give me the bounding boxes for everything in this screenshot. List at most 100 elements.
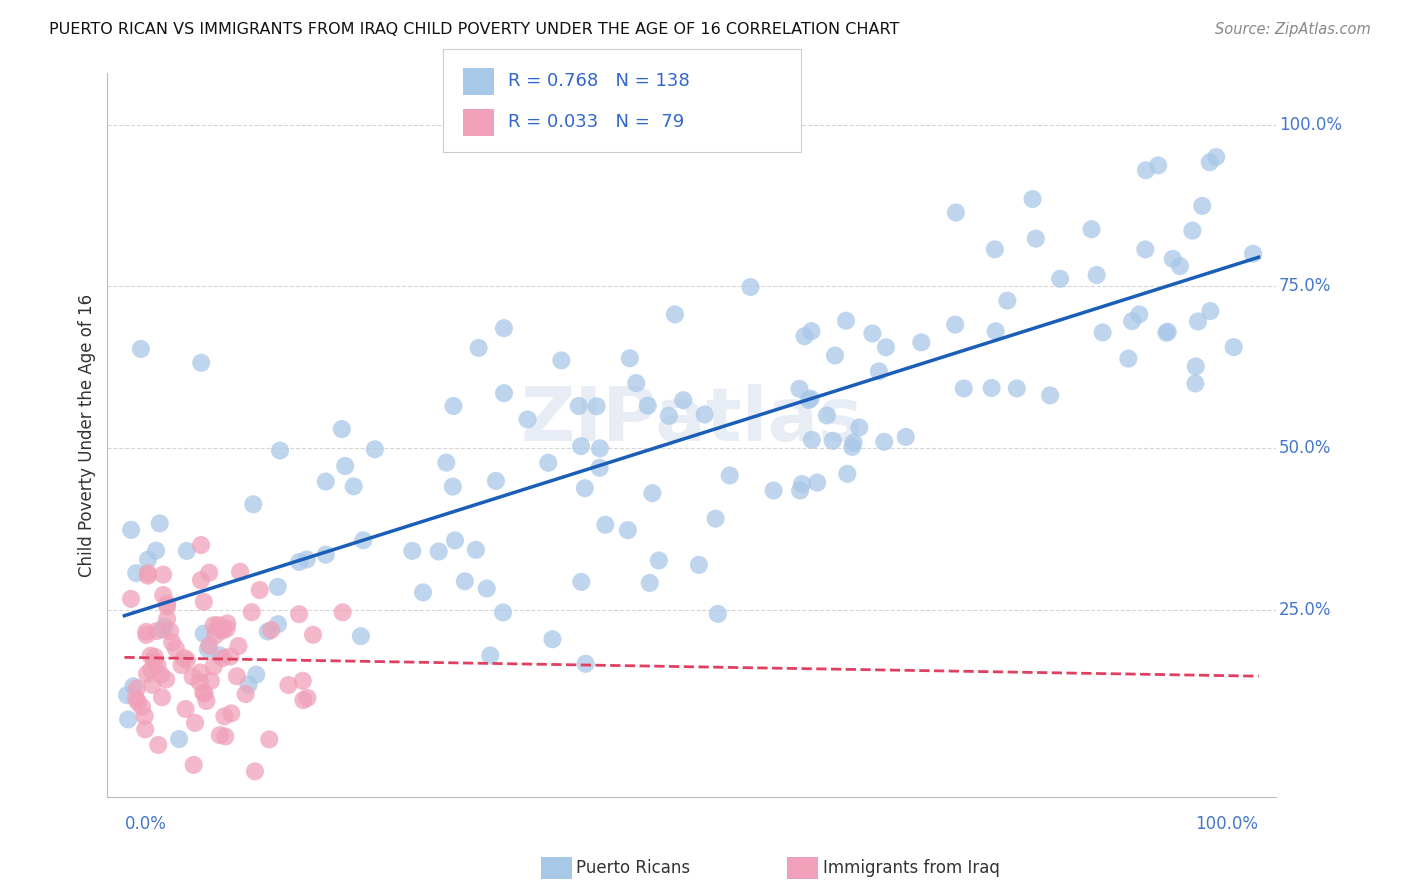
Point: [202, 659, 225, 673]
Point: [617, 523, 640, 537]
Point: [245, 667, 267, 681]
Point: [238, 678, 260, 692]
Point: [217, 616, 239, 631]
Point: [740, 280, 762, 294]
Point: [136, 568, 159, 582]
Text: 50.0%: 50.0%: [1279, 439, 1331, 457]
Text: Puerto Ricans: Puerto Ricans: [576, 859, 690, 877]
Point: [135, 628, 157, 642]
Text: 25.0%: 25.0%: [1279, 600, 1331, 619]
Point: [1198, 155, 1220, 169]
Point: [225, 669, 247, 683]
Point: [150, 668, 173, 682]
Point: [259, 732, 281, 747]
Point: [145, 543, 167, 558]
Point: [288, 555, 311, 569]
Point: [585, 399, 607, 413]
Point: [1222, 340, 1244, 354]
Point: [150, 623, 173, 637]
Point: [995, 293, 1018, 308]
Point: [541, 632, 564, 647]
Point: [131, 699, 153, 714]
Point: [1039, 388, 1062, 402]
Point: [1025, 232, 1047, 246]
Point: [1205, 150, 1227, 164]
Text: ZIPatlas: ZIPatlas: [520, 384, 863, 457]
Point: [873, 434, 896, 449]
Point: [984, 324, 1007, 338]
Point: [141, 678, 163, 692]
Point: [1080, 222, 1102, 236]
Point: [1184, 359, 1206, 374]
Point: [492, 321, 515, 335]
Point: [588, 460, 610, 475]
Point: [641, 486, 664, 500]
Point: [637, 399, 659, 413]
Point: [135, 624, 157, 639]
Point: [569, 439, 592, 453]
Point: [537, 456, 560, 470]
Point: [256, 624, 278, 639]
Point: [806, 475, 828, 490]
Point: [1021, 192, 1043, 206]
Point: [212, 624, 235, 638]
Point: [211, 651, 233, 665]
Point: [297, 690, 319, 705]
Point: [815, 409, 838, 423]
Point: [1241, 246, 1264, 260]
Point: [198, 639, 221, 653]
Point: [184, 715, 207, 730]
Point: [291, 673, 314, 688]
Point: [190, 573, 212, 587]
Point: [475, 582, 498, 596]
Point: [718, 468, 741, 483]
Point: [288, 607, 311, 622]
Point: [176, 653, 198, 667]
Point: [434, 456, 457, 470]
Point: [595, 517, 617, 532]
Point: [269, 443, 291, 458]
Point: [139, 648, 162, 663]
Point: [200, 673, 222, 688]
Point: [136, 666, 159, 681]
Point: [267, 617, 290, 632]
Text: Immigrants from Iraq: Immigrants from Iraq: [823, 859, 1000, 877]
Point: [188, 675, 211, 690]
Point: [693, 408, 716, 422]
Point: [208, 648, 231, 663]
Point: [589, 442, 612, 456]
Point: [427, 544, 450, 558]
Point: [122, 679, 145, 693]
Point: [1049, 272, 1071, 286]
Point: [350, 629, 373, 643]
Text: R = 0.033   N =  79: R = 0.033 N = 79: [508, 113, 683, 131]
Point: [980, 381, 1002, 395]
Point: [1005, 381, 1028, 395]
Point: [315, 475, 337, 489]
Point: [150, 690, 173, 705]
Point: [1168, 259, 1191, 273]
Point: [443, 399, 465, 413]
Point: [155, 673, 177, 687]
Point: [129, 342, 152, 356]
Point: [412, 585, 434, 599]
Point: [136, 552, 159, 566]
Point: [176, 544, 198, 558]
Point: [295, 552, 318, 566]
Point: [444, 533, 467, 548]
Point: [943, 318, 966, 332]
Point: [156, 599, 179, 614]
Point: [159, 624, 181, 639]
Point: [800, 324, 823, 338]
Point: [479, 648, 502, 663]
Point: [441, 480, 464, 494]
Point: [1161, 252, 1184, 266]
Y-axis label: Child Poverty Under the Age of 16: Child Poverty Under the Age of 16: [79, 293, 96, 576]
Point: [152, 567, 174, 582]
Point: [485, 474, 508, 488]
Point: [240, 605, 263, 619]
Point: [568, 399, 591, 413]
Point: [824, 349, 846, 363]
Point: [945, 205, 967, 219]
Point: [127, 695, 149, 709]
